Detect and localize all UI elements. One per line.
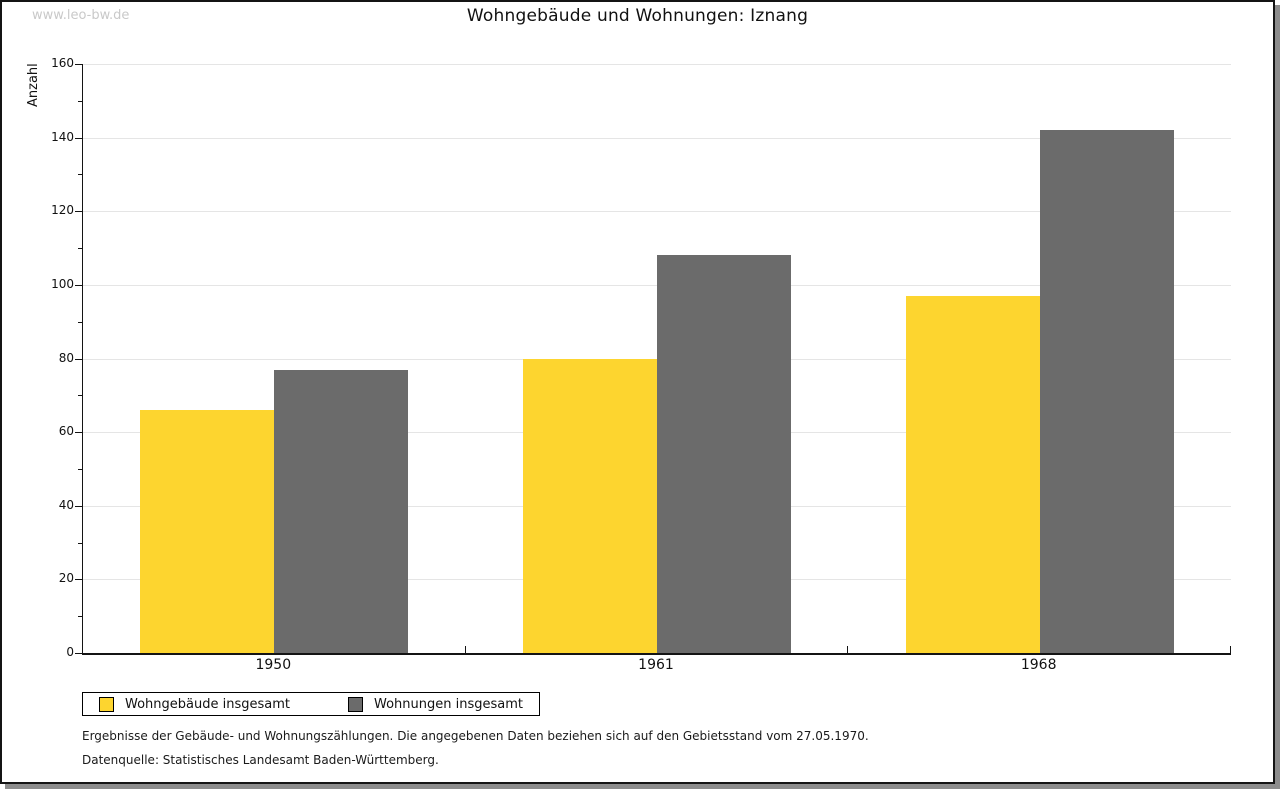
y-major-tick-140 (75, 137, 82, 139)
y-minor-tick-150 (78, 100, 82, 102)
y-major-tick-60 (75, 432, 82, 434)
y-tick-label-100: 100 (51, 276, 74, 291)
y-tick-label-120: 120 (51, 203, 74, 218)
y-minor-tick-130 (78, 174, 82, 176)
y-tick-label-80: 80 (58, 350, 74, 365)
bar-1961-series-2 (657, 255, 791, 653)
bar-1968-series-2 (1039, 130, 1174, 653)
bar-1950-series-2 (274, 369, 409, 653)
y-major-tick-100 (75, 284, 82, 286)
y-minor-tick-110 (78, 248, 82, 250)
legend-swatch-icon (348, 696, 363, 712)
x-tick-label-1961: 1961 (638, 657, 674, 673)
x-tick-label-1950: 1950 (255, 657, 292, 673)
x-boundary-tick-1 (464, 646, 466, 653)
y-minor-tick-90 (78, 321, 82, 323)
bar-1968-series-1 (905, 295, 1040, 653)
y-major-tick-0 (75, 653, 82, 654)
bar-1950-series-1 (140, 410, 275, 653)
footnote-source-note: Ergebnisse der Gebäude- und Wohnungszähl… (82, 729, 869, 743)
y-tick-label-140: 140 (51, 129, 74, 144)
gridline-y-160 (83, 64, 1231, 65)
y-major-tick-20 (75, 579, 82, 581)
y-tick-label-40: 40 (58, 497, 74, 512)
x-boundary-tick-3 (1230, 646, 1231, 653)
legend-swatch-icon (99, 696, 114, 712)
legend-item-2: Wohnungen insgesamt (348, 696, 523, 712)
x-tick-label-1968: 1968 (1020, 657, 1057, 673)
gridline-y-120 (83, 211, 1231, 213)
y-major-tick-160 (75, 64, 82, 65)
bar-1961-series-1 (523, 358, 657, 653)
y-minor-tick-30 (78, 542, 82, 544)
y-tick-label-160: 160 (51, 56, 74, 70)
y-minor-tick-70 (78, 395, 82, 397)
watermark: www.leo-bw.de (32, 8, 130, 23)
legend: Wohngebäude insgesamt Wohnungen insgesamt (82, 692, 540, 716)
plot-area (82, 64, 1231, 655)
y-minor-tick-10 (78, 616, 82, 618)
y-tick-label-60: 60 (58, 424, 74, 439)
y-major-tick-80 (75, 358, 82, 360)
y-tick-label-20: 20 (58, 571, 74, 586)
legend-item-1: Wohngebäude insgesamt (99, 696, 290, 712)
y-minor-tick-50 (78, 468, 82, 470)
y-major-tick-40 (75, 505, 82, 507)
x-boundary-tick-2 (847, 646, 849, 653)
legend-label: Wohnungen insgesamt (374, 696, 523, 712)
chart-title: Wohngebäude und Wohnungen: Iznang (466, 6, 809, 26)
footnote-data-source: Datenquelle: Statistisches Landesamt Bad… (82, 753, 439, 767)
gridline-y-140 (83, 137, 1231, 139)
y-tick-label-0: 0 (66, 645, 74, 659)
legend-label: Wohngebäude insgesamt (125, 696, 290, 712)
y-major-tick-120 (75, 211, 82, 213)
